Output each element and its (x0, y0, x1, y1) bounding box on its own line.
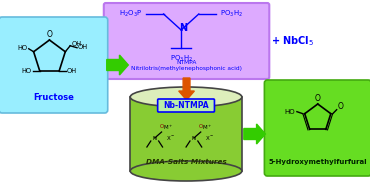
Text: PO$_3$H$_2$: PO$_3$H$_2$ (220, 9, 243, 19)
Text: O: O (198, 124, 203, 129)
FancyBboxPatch shape (0, 17, 108, 113)
Text: HO: HO (18, 45, 28, 51)
FancyArrow shape (179, 78, 194, 100)
Text: OH: OH (71, 41, 81, 47)
Text: N: N (153, 135, 157, 140)
FancyBboxPatch shape (104, 3, 269, 79)
Text: + NbCl$_5$: + NbCl$_5$ (271, 34, 314, 48)
Text: O: O (338, 102, 344, 111)
Text: O: O (46, 30, 53, 39)
FancyBboxPatch shape (264, 80, 371, 176)
Text: H$_2$O$_3$P: H$_2$O$_3$P (119, 9, 142, 19)
Text: N: N (192, 135, 196, 140)
Text: N: N (179, 23, 187, 33)
FancyBboxPatch shape (158, 99, 214, 112)
Text: OH: OH (67, 68, 77, 74)
Text: Nitrilotris(methylenephosphonic acid): Nitrilotris(methylenephosphonic acid) (131, 66, 242, 71)
Text: Fructose: Fructose (33, 93, 74, 102)
Text: NTMPA: NTMPA (177, 60, 197, 65)
Text: HO: HO (22, 68, 32, 74)
Text: X$^-$: X$^-$ (166, 134, 175, 142)
Text: M$^+$: M$^+$ (202, 124, 213, 132)
Text: Nb-NTMPA: Nb-NTMPA (163, 101, 209, 110)
FancyArrow shape (107, 55, 128, 75)
Text: O: O (315, 94, 321, 103)
Text: M$^+$: M$^+$ (163, 124, 174, 132)
Text: HO: HO (284, 109, 295, 115)
Ellipse shape (130, 87, 242, 107)
Ellipse shape (130, 161, 242, 181)
Text: O: O (160, 124, 164, 129)
Text: DMA-Salts Mixtures: DMA-Salts Mixtures (146, 159, 226, 165)
Text: OH: OH (78, 44, 88, 50)
FancyArrow shape (244, 124, 265, 144)
Bar (130, 97, 242, 171)
Text: 5-Hydroxymethylfurfural: 5-Hydroxymethylfurfural (268, 159, 367, 165)
Text: PO$_3$H$_2$: PO$_3$H$_2$ (170, 54, 193, 64)
Text: X$^-$: X$^-$ (205, 134, 214, 142)
